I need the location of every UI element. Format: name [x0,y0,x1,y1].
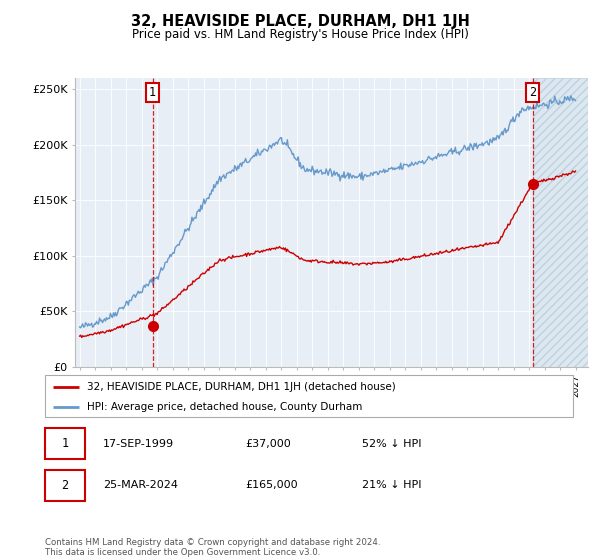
Text: 32, HEAVISIDE PLACE, DURHAM, DH1 1JH: 32, HEAVISIDE PLACE, DURHAM, DH1 1JH [131,14,469,29]
Text: 1: 1 [149,86,156,99]
Text: 2: 2 [61,479,68,492]
Text: 32, HEAVISIDE PLACE, DURHAM, DH1 1JH (detached house): 32, HEAVISIDE PLACE, DURHAM, DH1 1JH (de… [87,382,396,392]
Text: 2: 2 [529,86,536,99]
Text: HPI: Average price, detached house, County Durham: HPI: Average price, detached house, Coun… [87,402,362,412]
Text: £165,000: £165,000 [245,480,298,491]
Text: Contains HM Land Registry data © Crown copyright and database right 2024.
This d: Contains HM Land Registry data © Crown c… [45,538,380,557]
Bar [533,78,588,367]
FancyBboxPatch shape [45,470,85,501]
Text: £37,000: £37,000 [245,438,292,449]
Text: 52% ↓ HPI: 52% ↓ HPI [362,438,421,449]
Text: 21% ↓ HPI: 21% ↓ HPI [362,480,421,491]
Text: Price paid vs. HM Land Registry's House Price Index (HPI): Price paid vs. HM Land Registry's House … [131,28,469,41]
Text: 25-MAR-2024: 25-MAR-2024 [103,480,178,491]
Text: 17-SEP-1999: 17-SEP-1999 [103,438,174,449]
FancyBboxPatch shape [45,428,85,459]
Text: 1: 1 [61,437,68,450]
FancyBboxPatch shape [45,375,573,417]
